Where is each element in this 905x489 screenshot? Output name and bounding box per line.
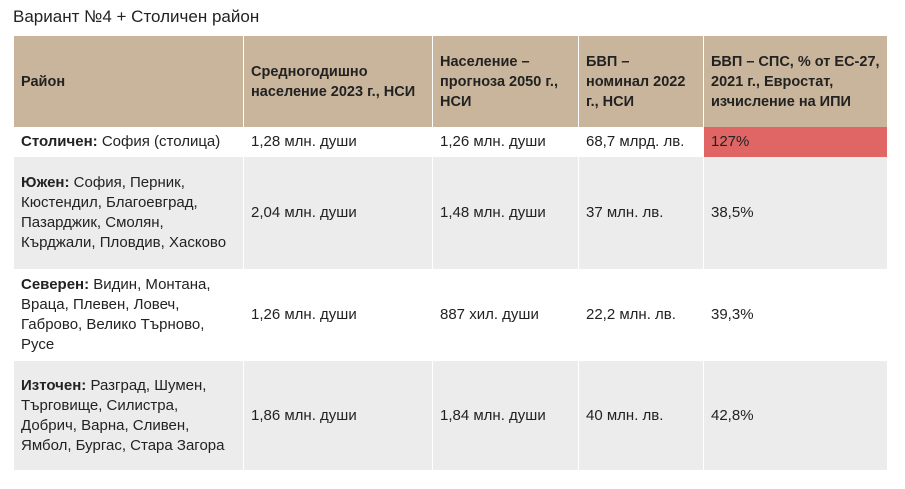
table-cell: 127% bbox=[703, 127, 888, 157]
region-name: Северен: bbox=[21, 276, 90, 293]
region-cell: Северен: Видин, Монтана, Враца, Плевен, … bbox=[13, 269, 244, 361]
table-cell: 37 млн. лв. bbox=[578, 157, 704, 269]
table-cell: 68,7 млрд. лв. bbox=[578, 127, 704, 157]
table-row: Южен: София, Перник, Кюстендил, Благоевг… bbox=[13, 157, 888, 269]
table-cell: 1,26 млн. души bbox=[432, 127, 579, 157]
region-areas: Разград, Шумен, Търговище, Силистра, Доб… bbox=[21, 376, 225, 454]
region-name: Южен: bbox=[21, 174, 70, 191]
table-row: Източен: Разград, Шумен, Търговище, Сили… bbox=[13, 361, 888, 470]
table-cell: 40 млн. лв. bbox=[578, 361, 704, 470]
region-cell: Южен: София, Перник, Кюстендил, Благоевг… bbox=[13, 157, 244, 269]
column-header: Средногодишно население 2023 г., НСИ bbox=[243, 36, 433, 127]
region-cell: Източен: Разград, Шумен, Търговище, Сили… bbox=[13, 361, 244, 470]
region-name: Столичен: bbox=[21, 133, 98, 150]
table-cell: 887 хил. души bbox=[432, 269, 579, 361]
table-row: Столичен: София (столица) 1,28 млн. души 1… bbox=[13, 127, 888, 157]
table-cell: 22,2 млн. лв. bbox=[578, 269, 704, 361]
table-body: Столичен: София (столица) 1,28 млн. души 1… bbox=[13, 127, 888, 470]
region-name: Източен: bbox=[21, 376, 87, 394]
table: Район Средногодишно население 2023 г., НС… bbox=[13, 36, 888, 470]
header-row: Район Средногодишно население 2023 г., НС… bbox=[13, 36, 888, 127]
table-cell: 38,5% bbox=[703, 157, 888, 269]
table-cell: 1,84 млн. души bbox=[432, 361, 579, 470]
table-cell: 1,28 млн. души bbox=[243, 127, 433, 157]
region-cell: Столичен: София (столица) bbox=[13, 127, 244, 157]
table-cell: 2,04 млн. души bbox=[243, 157, 433, 269]
table-row: Северен: Видин, Монтана, Враца, Плевен, … bbox=[13, 269, 888, 361]
table-cell: 42,8% bbox=[703, 361, 888, 470]
column-header: Население – прогноза 2050 г., НСИ bbox=[432, 36, 579, 127]
title: Вариант №4 + Столичен район bbox=[13, 7, 260, 26]
table-cell: 1,86 млн. души bbox=[243, 361, 433, 470]
table-cell: 1,26 млн. души bbox=[243, 269, 433, 361]
region-areas: София, Перник, Кюстендил, Благоевград, П… bbox=[21, 174, 227, 251]
column-header: Район bbox=[13, 36, 244, 127]
column-header: БВП – номинал 2022 г., НСИ bbox=[578, 36, 704, 127]
region-areas: София (столица) bbox=[101, 133, 221, 150]
column-header: БВП – СПС, % от ЕС-27, 2021 г., Евростат… bbox=[703, 36, 888, 127]
table-cell: 1,48 млн. души bbox=[432, 157, 579, 269]
region-areas: Видин, Монтана, Враца, Плевен, Ловеч, Га… bbox=[21, 276, 211, 353]
table-cell: 39,3% bbox=[703, 269, 888, 361]
